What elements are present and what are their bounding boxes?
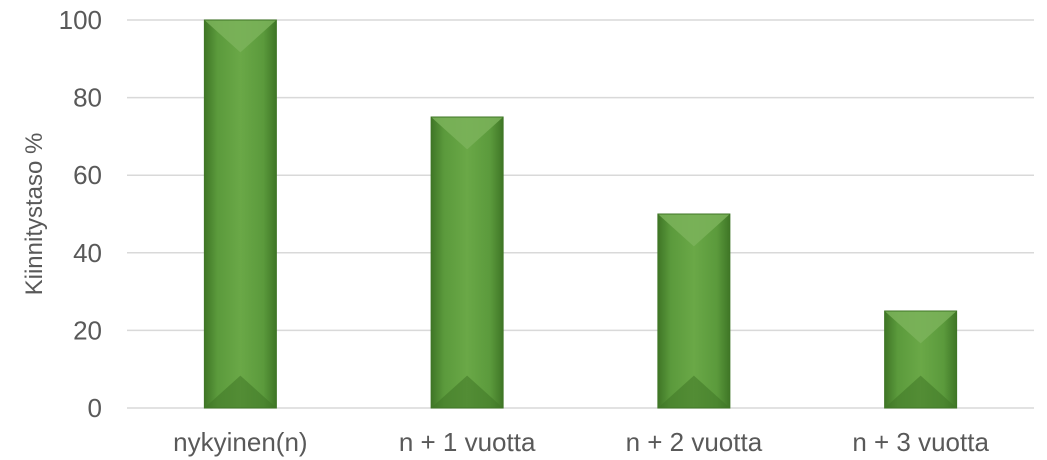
bar-3 [657,213,731,409]
bar-bottom-bevel [884,375,957,408]
y-tick-label-40: 40 [73,238,102,268]
x-tick-label-4: n + 3 vuotta [852,427,989,457]
gridlines [127,19,1034,409]
x-tick-label-2: n + 1 vuotta [399,427,536,457]
bar-outline [203,19,277,409]
bar-outline [430,116,504,409]
bar-top-bevel [204,20,277,53]
bar-bottom-bevel [431,375,504,408]
bar-bottom-bevel [204,375,277,408]
x-tick-label-3: n + 2 vuotta [626,427,763,457]
y-tick-label-0: 0 [88,393,102,423]
bar-4 [884,310,958,409]
bar-1 [203,19,277,409]
bar-body [431,117,504,408]
bar-body [204,20,277,408]
y-axis-label: Kiinnitystaso % [21,133,48,296]
bar-top-bevel [657,214,730,247]
x-tick-label-1: nykyinen(n) [173,427,307,457]
y-tick-label-80: 80 [73,83,102,113]
bar-2 [430,116,504,409]
x-axis-ticks: nykyinen(n) n + 1 vuotta n + 2 vuotta n + 3… [173,427,989,457]
bar-top-bevel [884,311,957,344]
y-axis-ticks: 0 20 40 60 80 100 [59,5,102,423]
bar-outline [657,213,731,409]
y-tick-label-100: 100 [59,5,102,35]
bar-top-bevel [431,117,504,150]
y-tick-label-60: 60 [73,160,102,190]
bars [203,19,958,409]
y-tick-label-20: 20 [73,315,102,345]
bar-outline [884,310,958,409]
bar-bottom-bevel [657,375,730,408]
